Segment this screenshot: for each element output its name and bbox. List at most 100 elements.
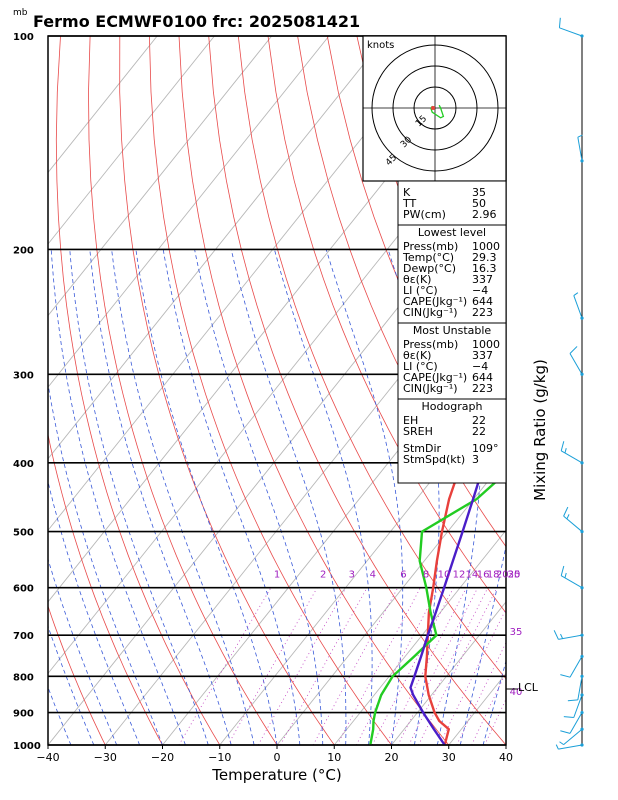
mixing-ratio-label: 8 xyxy=(423,569,429,580)
pressure-tick-500: 500 xyxy=(13,528,34,539)
mixing-ratio-line xyxy=(439,608,506,745)
mixing-ratio-axis-label: Mixing Ratio (g/kg) xyxy=(531,359,549,501)
mixing-ratio-line xyxy=(312,587,399,745)
most-unstable-row-1-label: θε(K) xyxy=(403,349,431,362)
wind-barb-feather xyxy=(560,633,564,639)
isotherm xyxy=(48,171,506,745)
wind-barb-feather xyxy=(564,448,567,454)
mixing-ratio-label: 14 xyxy=(465,569,478,580)
wind-barb-staff xyxy=(569,353,583,375)
mixing-ratio-label: 30 xyxy=(508,569,521,580)
most-unstable-row-3-value: 644 xyxy=(472,371,493,384)
dry-adiabat xyxy=(594,36,618,745)
wind-barb-feather xyxy=(563,716,574,719)
mixing-ratio-line xyxy=(227,587,318,745)
mixing-ratio-label: 6 xyxy=(400,569,406,580)
mixing-ratio-label: 3 xyxy=(349,569,355,580)
hodograph-inset: knots 15 30 45 xyxy=(362,35,507,182)
wind-barb-staff xyxy=(577,676,583,701)
wind-barb-staff xyxy=(569,712,583,734)
dry-adiabat xyxy=(119,36,335,745)
wind-barb-feather xyxy=(560,674,571,678)
background-lines xyxy=(48,36,618,745)
isotherm xyxy=(104,243,506,745)
pressure-unit-label: mb xyxy=(13,8,28,18)
most-unstable-row-2-value: −4 xyxy=(472,360,488,373)
most-unstable-row-4-value: 223 xyxy=(472,382,493,395)
x-tick-label: −40 xyxy=(36,751,59,764)
mixing-ratio-label: 4 xyxy=(370,569,376,580)
mixing-ratio-line xyxy=(456,641,506,745)
mixing-ratio-line xyxy=(336,587,421,745)
pressure-tick-400: 400 xyxy=(13,459,34,470)
lowest-level-row-1-label: Temp(°C) xyxy=(402,251,454,264)
pressure-tick-900: 900 xyxy=(13,709,34,720)
moist-adiabat xyxy=(89,249,232,745)
moist-adiabat xyxy=(111,249,255,745)
lowest-level-row-2-label: Dewp(°C) xyxy=(403,262,456,275)
pressure-tick-300: 300 xyxy=(13,370,34,381)
mixing-ratio-line xyxy=(178,587,272,745)
mixing-ratio-label: 25 xyxy=(508,569,521,580)
wind-barb-staff xyxy=(560,575,583,589)
index-tt-value: 50 xyxy=(472,197,486,210)
dry-adiabat xyxy=(564,36,618,745)
x-tick-label: 30 xyxy=(442,751,456,764)
wind-barb-feather xyxy=(569,346,578,354)
x-tick-label: 20 xyxy=(385,751,399,764)
mixing-ratio-label: 16 xyxy=(477,569,490,580)
mixing-ratio-label: 40 xyxy=(510,687,523,698)
dry-adiabat xyxy=(88,36,278,745)
wind-barb-feather xyxy=(553,630,559,640)
moist-adiabat xyxy=(230,249,347,745)
most-unstable-row-0-label: Press(mb) xyxy=(403,338,458,351)
lowest-level-row-5-label: CAPE(Jkg⁻¹) xyxy=(403,295,467,308)
dry-adiabat xyxy=(297,36,506,548)
mixing-ratio-label: 2 xyxy=(320,569,326,580)
isotherm xyxy=(391,601,506,745)
dry-adiabat xyxy=(178,36,450,745)
mixing-ratio-label: 35 xyxy=(510,627,523,638)
moist-adiabat xyxy=(274,249,373,745)
mixing-ratio-label: 20 xyxy=(496,569,509,580)
mixing-ratio-line xyxy=(408,587,489,745)
x-tick-label: 0 xyxy=(274,751,281,764)
wind-barb-feather xyxy=(573,292,579,296)
pressure-tick-800: 800 xyxy=(13,672,34,683)
lowest-level-row-5-value: 644 xyxy=(472,295,493,308)
dry-adiabat xyxy=(48,432,163,745)
isotherm xyxy=(48,36,330,388)
lowest-level-row-3-label: θε(K) xyxy=(403,273,431,286)
mixing-ratio-label: 1 xyxy=(274,569,280,580)
lowest-level-row-3-value: 337 xyxy=(472,273,493,286)
wind-barb-staff xyxy=(569,656,583,678)
hodograph-table-heading: Hodograph xyxy=(422,400,483,413)
index-pwcm-value: 2.96 xyxy=(472,208,497,221)
wind-barb-staff xyxy=(558,744,583,750)
moist-adiabat xyxy=(48,625,95,745)
chart-title: Fermo ECMWF0100 frc: 2025081421 xyxy=(33,12,360,31)
pressure-tick-200: 200 xyxy=(13,245,34,256)
lowest-level-row-0-value: 1000 xyxy=(472,240,500,253)
pressure-tick-1000: 1000 xyxy=(13,741,41,752)
isotherm xyxy=(48,36,215,245)
index-k-value: 35 xyxy=(472,186,486,199)
x-tick-label: −20 xyxy=(151,751,174,764)
parcel-profile xyxy=(409,385,506,745)
hodograph-row-1-value: 22 xyxy=(472,425,486,438)
hodograph-unit: knots xyxy=(367,40,394,51)
moist-adiabat xyxy=(436,249,484,745)
dry-adiabat xyxy=(149,36,392,745)
most-unstable-heading: Most Unstable xyxy=(413,324,492,337)
most-unstable-row-4-label: CIN(Jkg⁻¹) xyxy=(403,382,458,395)
wind-barb-feather xyxy=(560,441,565,451)
mixing-ratio-line xyxy=(371,587,454,745)
wind-barb-feather xyxy=(560,565,565,576)
isotherm xyxy=(48,36,158,174)
lowest-level-row-6-label: CIN(Jkg⁻¹) xyxy=(403,306,458,319)
moist-adiabat xyxy=(482,659,506,745)
